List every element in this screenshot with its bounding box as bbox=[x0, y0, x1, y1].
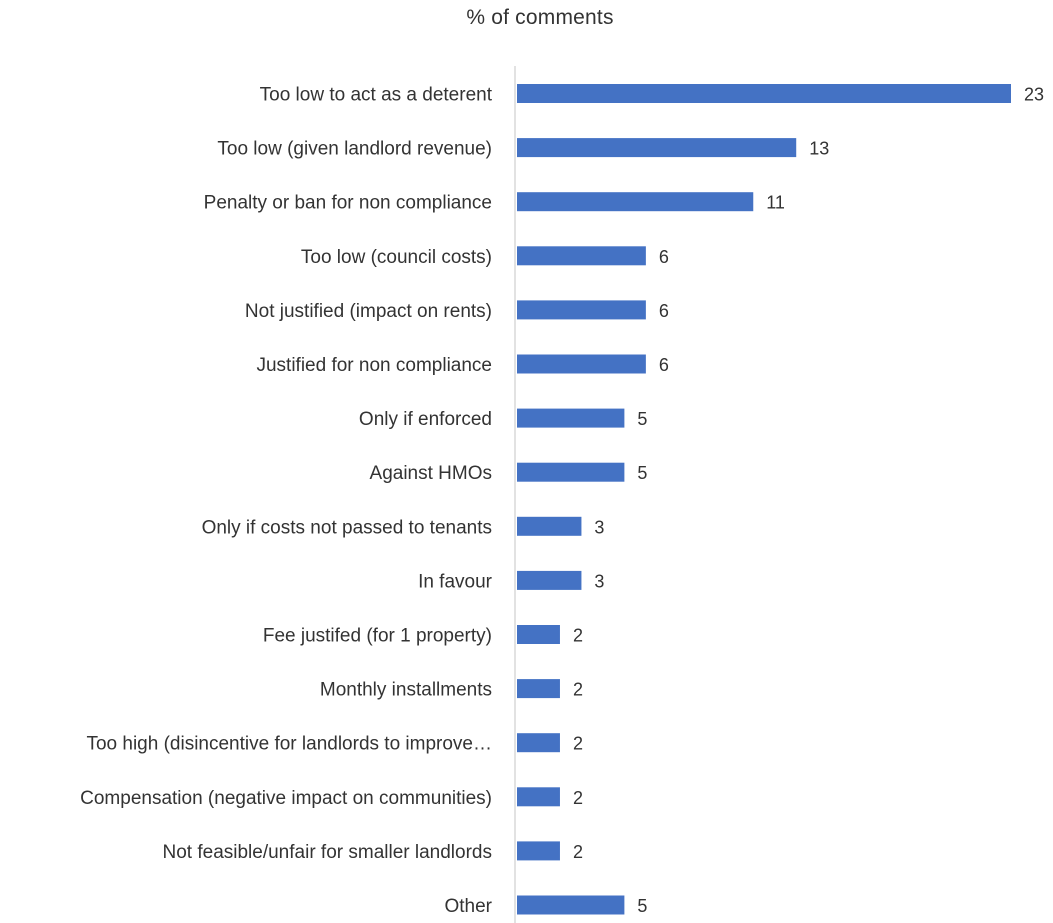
bar bbox=[517, 625, 560, 644]
data-label: 6 bbox=[659, 301, 669, 321]
category-label: Only if costs not passed to tenants bbox=[202, 517, 492, 538]
data-label: 5 bbox=[637, 409, 647, 429]
data-label: 5 bbox=[637, 463, 647, 483]
bars-group bbox=[517, 84, 1011, 915]
category-label: Other bbox=[444, 896, 492, 917]
category-label: Compensation (negative impact on communi… bbox=[80, 788, 492, 809]
bar bbox=[517, 895, 625, 915]
bar bbox=[517, 408, 625, 428]
bar bbox=[517, 679, 560, 699]
bar bbox=[517, 570, 582, 590]
bar bbox=[517, 733, 560, 753]
data-label: 3 bbox=[594, 517, 604, 537]
category-label: Not feasible/unfair for smaller landlord… bbox=[163, 842, 493, 863]
data-label: 13 bbox=[809, 139, 829, 159]
data-label: 11 bbox=[766, 193, 785, 213]
bar bbox=[517, 841, 560, 861]
category-label: Too low (given landlord revenue) bbox=[217, 139, 492, 160]
data-label: 6 bbox=[659, 247, 669, 267]
bar bbox=[517, 462, 625, 482]
category-label: Penalty or ban for non compliance bbox=[204, 193, 492, 214]
data-label: 2 bbox=[573, 842, 583, 862]
category-label: Justified for non compliance bbox=[256, 355, 492, 376]
data-label: 23 bbox=[1024, 85, 1044, 105]
category-label: Only if enforced bbox=[359, 409, 492, 430]
category-label: Too high (disincentive for landlords to … bbox=[86, 734, 492, 755]
data-label: 2 bbox=[573, 734, 583, 754]
data-label: 2 bbox=[573, 680, 583, 700]
bar bbox=[517, 138, 797, 158]
category-label: Against HMOs bbox=[370, 463, 492, 484]
chart-title: % of comments bbox=[466, 6, 614, 29]
bar bbox=[517, 300, 646, 320]
data-label: 2 bbox=[573, 788, 583, 808]
bar bbox=[517, 192, 754, 212]
data-label: 6 bbox=[659, 355, 669, 375]
data-label: 2 bbox=[573, 626, 583, 646]
category-label: Too low (council costs) bbox=[301, 247, 492, 268]
bar bbox=[517, 84, 1011, 103]
bar bbox=[517, 354, 646, 374]
data-label: 5 bbox=[637, 896, 647, 916]
category-label: Monthly installments bbox=[320, 680, 492, 701]
category-label: Fee justifed (for 1 property) bbox=[263, 626, 492, 647]
bar bbox=[517, 516, 582, 536]
data-label: 3 bbox=[594, 571, 604, 591]
category-label: Too low to act as a deterent bbox=[260, 85, 493, 106]
category-label: In favour bbox=[418, 571, 493, 592]
category-label: Not justified (impact on rents) bbox=[245, 301, 492, 322]
category-labels: Too low to act as a deterent Too low (giv… bbox=[80, 85, 493, 918]
bar bbox=[517, 246, 646, 266]
bar bbox=[517, 787, 560, 807]
data-labels: 23 13 11 6 6 6 5 5 3 3 2 2 2 2 2 5 bbox=[573, 85, 1044, 917]
